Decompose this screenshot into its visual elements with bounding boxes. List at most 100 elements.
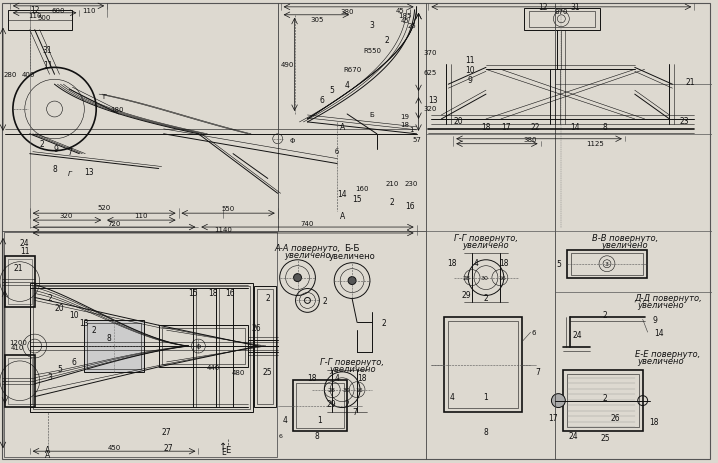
Text: 12: 12 (30, 6, 39, 15)
Bar (84, 320, 144, 372)
Text: 15: 15 (189, 288, 198, 297)
Text: Г-Г повернуто,: Г-Г повернуто, (320, 357, 384, 367)
Text: 2: 2 (384, 36, 389, 45)
Text: 26: 26 (251, 323, 261, 332)
Bar (88, 324, 141, 369)
Text: 740: 740 (301, 220, 314, 226)
Bar (8, 259, 32, 305)
Bar (523, 9, 600, 31)
Text: 2: 2 (92, 325, 97, 334)
Text: Г: Г (102, 94, 106, 100)
Text: 25: 25 (263, 368, 273, 376)
Text: R550: R550 (363, 47, 381, 53)
Text: 21: 21 (13, 263, 22, 273)
Text: 17: 17 (549, 413, 558, 422)
Text: 12: 12 (538, 3, 547, 13)
Text: увеличено: увеличено (637, 357, 684, 366)
Text: 8: 8 (484, 427, 488, 436)
Text: 18: 18 (358, 374, 367, 382)
Text: 5: 5 (556, 260, 561, 269)
Text: 490: 490 (281, 62, 294, 68)
Text: 27: 27 (164, 443, 174, 452)
Text: 30: 30 (342, 388, 350, 392)
Text: 45: 45 (396, 8, 404, 14)
Text: увеличено: увеличено (329, 364, 376, 374)
Text: 23: 23 (679, 117, 689, 126)
Text: 400: 400 (22, 72, 35, 78)
Text: 18: 18 (650, 417, 659, 426)
Bar (29, 283, 253, 412)
Text: 230: 230 (405, 181, 419, 187)
Bar (5, 355, 34, 407)
Text: 8: 8 (602, 123, 607, 132)
Bar (567, 250, 647, 278)
Text: 20: 20 (55, 303, 65, 312)
Text: ↑: ↑ (219, 441, 227, 451)
Text: 8: 8 (315, 431, 320, 440)
Text: 500: 500 (38, 15, 51, 21)
Text: 4: 4 (282, 415, 287, 424)
Text: 480: 480 (231, 369, 245, 375)
Text: 185: 185 (398, 13, 411, 19)
Text: 3: 3 (47, 373, 52, 382)
Bar (33, 286, 250, 409)
Text: A: A (340, 123, 345, 132)
Text: 16: 16 (355, 388, 363, 392)
Text: 18: 18 (208, 288, 218, 297)
Text: 10: 10 (70, 310, 79, 319)
Bar (448, 322, 518, 407)
Text: 25: 25 (407, 23, 416, 29)
Text: Е-Е повернуто,: Е-Е повернуто, (635, 350, 700, 359)
Text: 14: 14 (655, 328, 664, 337)
Text: A: A (340, 211, 345, 220)
Text: 16: 16 (405, 201, 414, 210)
Text: В-В повернуто,: В-В повернуто, (592, 234, 658, 243)
Text: 9: 9 (653, 315, 658, 324)
Text: 18: 18 (447, 259, 457, 268)
Text: 16: 16 (225, 288, 235, 297)
Text: 2: 2 (602, 310, 607, 319)
Text: 2: 2 (345, 399, 350, 408)
Text: A: A (45, 450, 50, 459)
Text: 18: 18 (481, 123, 490, 132)
Text: 1125: 1125 (586, 140, 604, 146)
Text: 10: 10 (465, 66, 475, 75)
Text: 6: 6 (279, 433, 283, 438)
Bar (567, 374, 639, 427)
Text: 305: 305 (311, 17, 324, 23)
Text: 210: 210 (385, 181, 398, 187)
Text: 110: 110 (28, 13, 42, 19)
Text: 31: 31 (43, 46, 52, 55)
Bar (572, 253, 643, 275)
Text: увеличено: увеличено (462, 241, 509, 250)
Text: 7: 7 (353, 407, 358, 416)
Text: 1200: 1200 (9, 339, 27, 345)
Text: 24: 24 (569, 431, 578, 440)
Text: 13: 13 (80, 318, 89, 327)
Text: 2: 2 (382, 318, 386, 327)
Text: б: б (335, 148, 340, 154)
Text: 380: 380 (524, 137, 537, 143)
Text: 600: 600 (52, 8, 65, 14)
Text: увеличено: увеличено (284, 251, 331, 260)
Text: 320: 320 (60, 213, 73, 219)
Text: 870: 870 (554, 9, 568, 15)
Text: 370: 370 (424, 50, 437, 56)
Text: 18: 18 (308, 374, 317, 382)
Text: увеличено: увеличено (637, 300, 684, 309)
Text: 410: 410 (11, 344, 24, 350)
Text: 7: 7 (67, 148, 72, 157)
Text: E: E (225, 445, 230, 454)
Text: 14: 14 (570, 123, 580, 132)
Text: 27: 27 (162, 427, 172, 436)
Text: 29: 29 (462, 290, 471, 299)
Text: 15: 15 (353, 194, 362, 203)
Text: 6: 6 (320, 95, 325, 104)
Text: 2: 2 (266, 294, 270, 302)
Text: 11: 11 (465, 56, 475, 65)
Text: 3: 3 (370, 21, 374, 30)
Text: 2: 2 (47, 294, 52, 302)
Text: 4: 4 (335, 374, 340, 382)
Text: 45: 45 (400, 18, 409, 24)
Text: 2: 2 (389, 197, 394, 206)
